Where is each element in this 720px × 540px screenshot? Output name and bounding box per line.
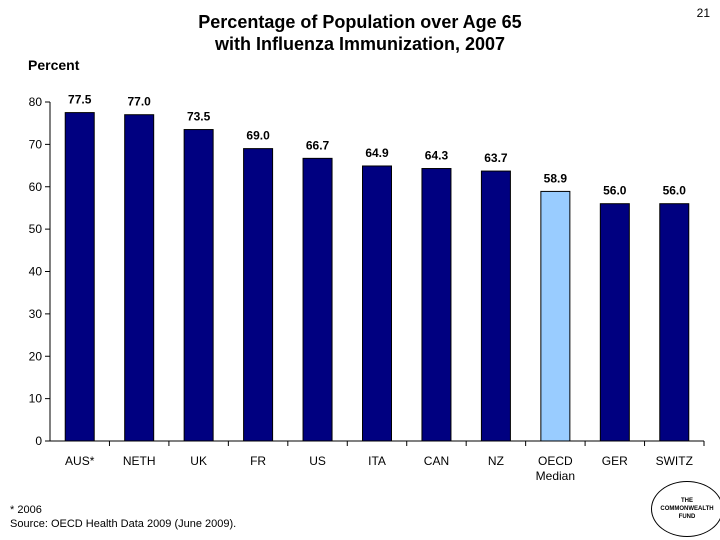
x-tick-label: Median — [536, 469, 575, 483]
data-label: 64.3 — [425, 149, 449, 163]
y-tick-label: 40 — [29, 265, 43, 279]
chart-title: Percentage of Population over Age 65 wit… — [0, 11, 720, 55]
data-label: 64.9 — [365, 146, 389, 160]
bar — [64, 112, 95, 442]
bar — [659, 203, 690, 442]
bar — [421, 168, 452, 442]
x-tick-label: CAN — [424, 454, 449, 468]
data-label: 58.9 — [544, 171, 568, 185]
y-tick-label: 70 — [29, 137, 43, 151]
data-label: 66.7 — [306, 138, 330, 152]
bar — [243, 148, 274, 442]
data-label: 73.5 — [187, 110, 211, 124]
y-tick-label: 80 — [29, 95, 43, 109]
x-tick-label: GER — [602, 454, 628, 468]
y-tick-label: 10 — [29, 392, 43, 406]
x-tick-label: UK — [190, 454, 207, 468]
y-tick-label: 60 — [29, 180, 43, 194]
y-tick-label: 0 — [35, 434, 42, 448]
commonwealth-fund-logo: THE COMMONWEALTH FUND — [651, 481, 720, 537]
bar — [302, 157, 333, 442]
y-tick-label: 30 — [29, 307, 43, 321]
chart-title-line-2: with Influenza Immunization, 2007 — [214, 34, 506, 54]
bar — [540, 190, 571, 442]
data-label: 69.0 — [246, 129, 270, 143]
x-tick-label: FR — [250, 454, 266, 468]
x-tick-label: US — [309, 454, 326, 468]
x-tick-label: NZ — [488, 454, 504, 468]
data-label: 56.0 — [603, 184, 627, 198]
bar — [124, 114, 155, 442]
x-tick-label: SWITZ — [656, 454, 693, 468]
bar — [480, 170, 511, 442]
x-tick-label: AUS* — [65, 454, 95, 468]
bar-chart: 0 10 20 30 40 50 60 70 80 77.5 AUS* 77.0 NETH 73.5 UK 6… — [29, 93, 705, 483]
y-tick-label: 50 — [29, 222, 43, 236]
y-axis-label: Percent — [28, 57, 80, 73]
x-tick-label: NETH — [123, 454, 156, 468]
data-label: 77.5 — [68, 93, 92, 107]
data-label: 56.0 — [663, 184, 687, 198]
footnote: * 2006 — [10, 504, 42, 516]
page-number: 21 — [696, 6, 710, 20]
data-label: 63.7 — [484, 151, 508, 165]
bar — [599, 203, 630, 442]
x-tick-label: OECD — [538, 454, 573, 468]
data-label: 77.0 — [128, 95, 152, 109]
x-tick-label: ITA — [368, 454, 386, 468]
y-tick-label: 20 — [29, 349, 43, 363]
bar — [183, 129, 214, 442]
bar — [362, 165, 392, 442]
chart-title-line-1: Percentage of Population over Age 65 — [198, 12, 522, 32]
source-note: Source: OECD Health Data 2009 (June 2009… — [10, 518, 237, 530]
